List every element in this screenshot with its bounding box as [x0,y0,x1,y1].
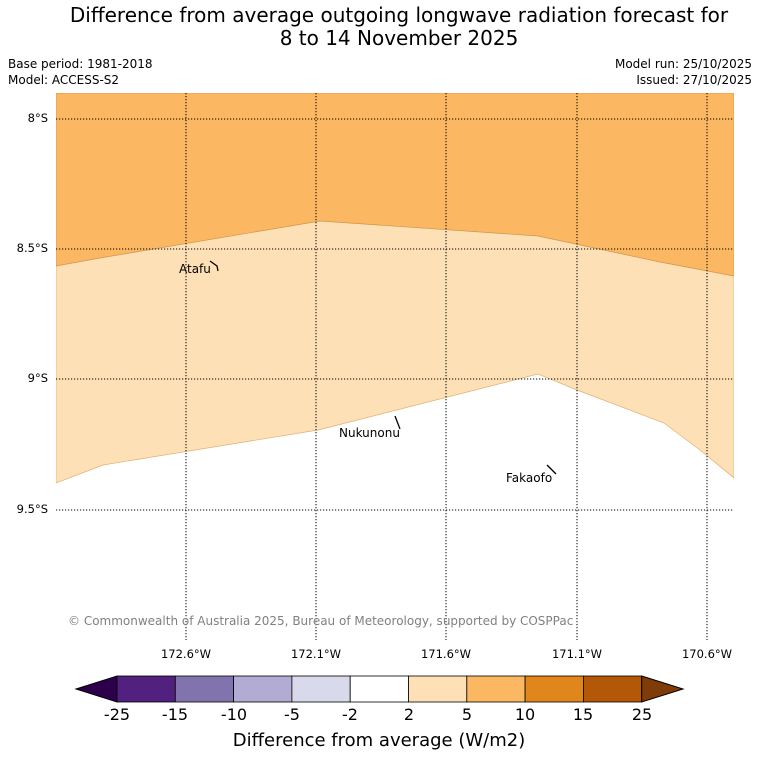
nukunonu-island-marker [394,415,401,430]
colorbar-tick-label: -5 [284,705,300,724]
title-line-1: Difference from average outgoing longwav… [69,3,729,27]
lon-tick-label: 171.1°W [551,647,603,661]
title-line-2: 8 to 14 November 2025 [279,26,519,50]
lon-tick-label: 170.6°W [681,647,733,661]
colorbar-tick-label: -15 [161,705,189,724]
colorbar-segment [524,675,584,703]
colorbar-tick-label: 10 [514,705,536,724]
colorbar-tick-label: 5 [461,705,473,724]
colorbar-segment [583,675,643,703]
place-label-nukunonu: Nukunonu [339,426,400,440]
fakaofo-island-marker [546,464,557,475]
colorbar-tick-label: -2 [342,705,358,724]
colorbar-segment [408,675,468,703]
anomaly-zone-5-to-10 [56,93,734,277]
colorbar-tick-label: 15 [572,705,594,724]
colorbar-tick-label: 2 [403,705,415,724]
copyright-notice: © Commonwealth of Australia 2025, Bureau… [68,614,574,628]
colorbar-segment [233,675,293,703]
colorbar-tick-label: -25 [103,705,131,724]
lon-tick-label: 171.6°W [420,647,472,661]
meta-right: Model run: 25/10/2025 Issued: 27/10/2025 [615,56,752,88]
place-label-atafu: Atafu [179,262,211,276]
colorbar-segment [291,675,351,703]
base-period: Base period: 1981-2018 [8,57,153,71]
atafu-island-marker [209,260,219,272]
colorbar-segment [174,675,235,703]
place-label-fakaofo: Fakaofo [506,471,553,485]
colorbar-title: Difference from average (W/m2) [232,730,526,751]
colorbar-segment [349,675,409,703]
colorbar-tick-label: -10 [220,705,248,724]
lon-tick-label: 172.6°W [160,647,212,661]
lat-tick-label: 9°S [27,371,48,385]
colorbar [74,675,685,703]
graticule [56,93,734,640]
colorbar-tick-label: 25 [631,705,653,724]
model-name: Model: ACCESS-S2 [8,73,120,87]
chart-title: Difference from average outgoing longwav… [0,4,758,50]
lat-tick-label: 8°S [27,111,48,125]
lon-tick-label: 172.1°W [290,647,342,661]
colorbar-over-arrow [641,675,685,703]
issued-date: Issued: 27/10/2025 [636,73,752,87]
model-run: Model run: 25/10/2025 [614,57,752,71]
meta-left: Base period: 1981-2018 Model: ACCESS-S2 [8,56,153,88]
lat-tick-label: 8.5°S [16,241,48,255]
lat-tick-label: 9.5°S [16,502,48,516]
colorbar-segment [116,675,176,703]
colorbar-under-arrow [74,675,118,703]
colorbar-segment [466,675,526,703]
